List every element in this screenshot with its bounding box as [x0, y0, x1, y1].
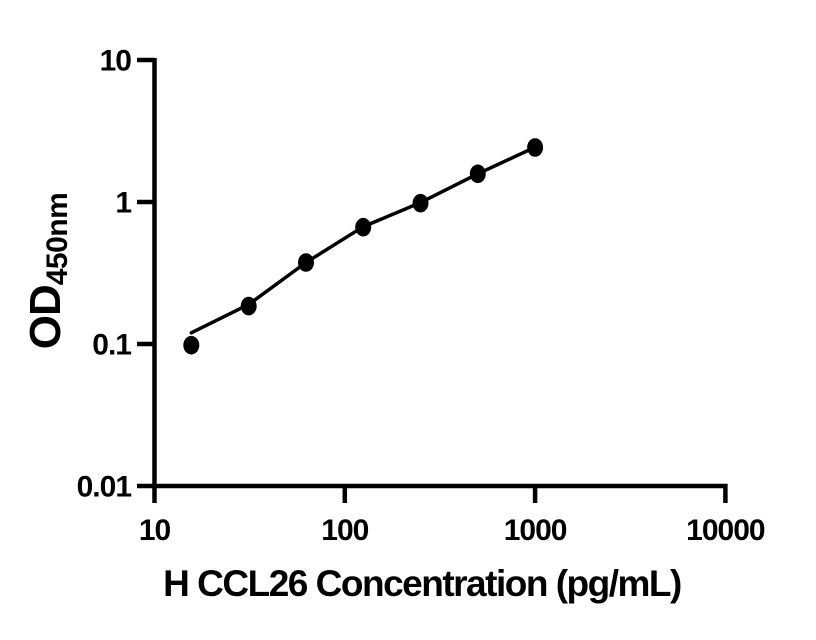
data-point [355, 217, 372, 237]
y-axis-title-subscript: 450nm [41, 192, 74, 286]
x-tick-label: 100 [321, 514, 368, 547]
y-tick-label: 0.1 [92, 329, 131, 362]
y-axis-title: OD450nm [21, 193, 75, 350]
axis-lines [152, 58, 728, 503]
y-tick-label: 1 [115, 187, 131, 220]
x-tick-label: 1000 [504, 514, 567, 547]
y-tick-label: 10 [100, 45, 132, 78]
x-axis-title: H CCL26 Concentration (pg/mL) [163, 563, 682, 604]
data-point [240, 296, 257, 316]
data-point [412, 193, 429, 213]
data-point [183, 335, 200, 355]
tick-marks [137, 57, 538, 503]
x-tick-label: 10000 [686, 514, 765, 547]
data-point [527, 138, 544, 157]
data-point [298, 253, 314, 272]
y-tick-label: 0.01 [77, 471, 132, 504]
data-point [469, 164, 486, 184]
x-tick-label: 10 [139, 514, 171, 547]
y-axis-title-main: OD [21, 285, 70, 350]
